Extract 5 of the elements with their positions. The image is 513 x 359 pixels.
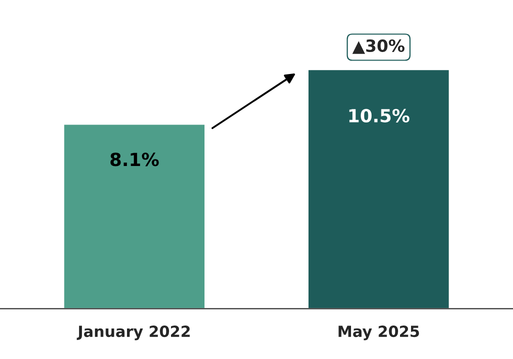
x-tick-label: January 2022 — [76, 326, 190, 340]
data-label: 10.5% — [349, 108, 410, 123]
x-tick-label: May 2025 — [338, 326, 419, 340]
data-label: 8.1% — [110, 152, 159, 166]
annotation: ▲30% — [352, 39, 404, 54]
